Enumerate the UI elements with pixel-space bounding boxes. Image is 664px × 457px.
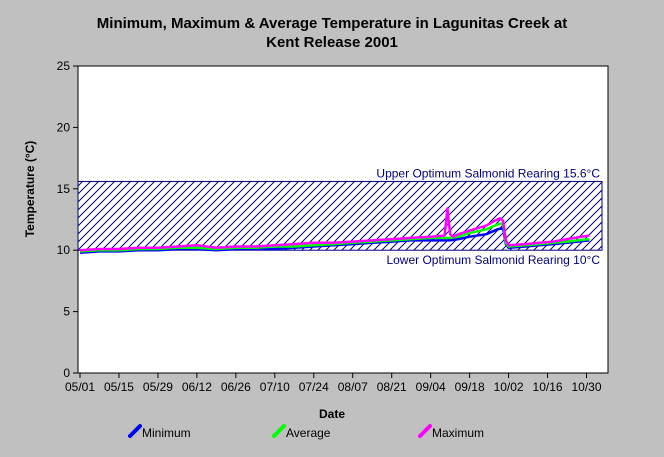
x-tick-label: 08/07 bbox=[338, 380, 368, 394]
legend-label-minimum: Minimum bbox=[142, 426, 191, 440]
lower-band-label: Lower Optimum Salmonid Rearing 10°C bbox=[386, 253, 600, 267]
x-tick-label: 09/04 bbox=[416, 380, 446, 394]
y-tick-label: 10 bbox=[57, 243, 71, 257]
chart-title-line-1: Minimum, Maximum & Average Temperature i… bbox=[96, 15, 568, 32]
optimum-band bbox=[77, 180, 603, 251]
x-tick-label: 10/02 bbox=[494, 380, 524, 394]
upper-band-label: Upper Optimum Salmonid Rearing 15.6°C bbox=[376, 166, 600, 180]
x-tick-label: 07/10 bbox=[260, 380, 290, 394]
legend-swatch-maximum bbox=[418, 424, 432, 438]
x-tick-label: 08/21 bbox=[377, 380, 407, 394]
y-tick-label: 15 bbox=[57, 182, 71, 196]
legend-swatch-average bbox=[272, 424, 286, 438]
legend-swatch-minimum bbox=[128, 424, 142, 438]
legend-label-average: Average bbox=[286, 426, 331, 440]
x-tick-label: 09/18 bbox=[455, 380, 485, 394]
y-tick-label: 5 bbox=[63, 305, 70, 319]
legend-swatch-mark bbox=[418, 424, 432, 438]
legend-label-maximum: Maximum bbox=[432, 426, 485, 440]
legend-swatch-mark bbox=[272, 424, 286, 438]
x-axis-label: Date bbox=[318, 407, 345, 421]
legend-swatch-mark bbox=[128, 424, 142, 438]
x-tick-label: 10/16 bbox=[533, 380, 563, 394]
y-tick-label: 0 bbox=[63, 366, 70, 380]
chart-title: Minimum, Maximum & Average Temperature i… bbox=[0, 14, 664, 52]
x-tick-label: 05/01 bbox=[65, 380, 95, 394]
x-tick-label: 06/12 bbox=[182, 380, 212, 394]
x-tick-label: 05/29 bbox=[143, 380, 173, 394]
x-tick-label: 10/30 bbox=[572, 380, 602, 394]
y-axis-label: Temperature (°C) bbox=[23, 140, 37, 238]
x-tick-label: 06/26 bbox=[221, 380, 251, 394]
series-line-maximum bbox=[79, 207, 590, 252]
y-tick-label: 25 bbox=[57, 59, 71, 73]
x-tick-label: 05/15 bbox=[104, 380, 134, 394]
chart-title-line-2: Kent Release 2001 bbox=[266, 34, 398, 51]
x-tick-label: 07/24 bbox=[299, 380, 329, 394]
y-tick-label: 20 bbox=[57, 120, 71, 134]
